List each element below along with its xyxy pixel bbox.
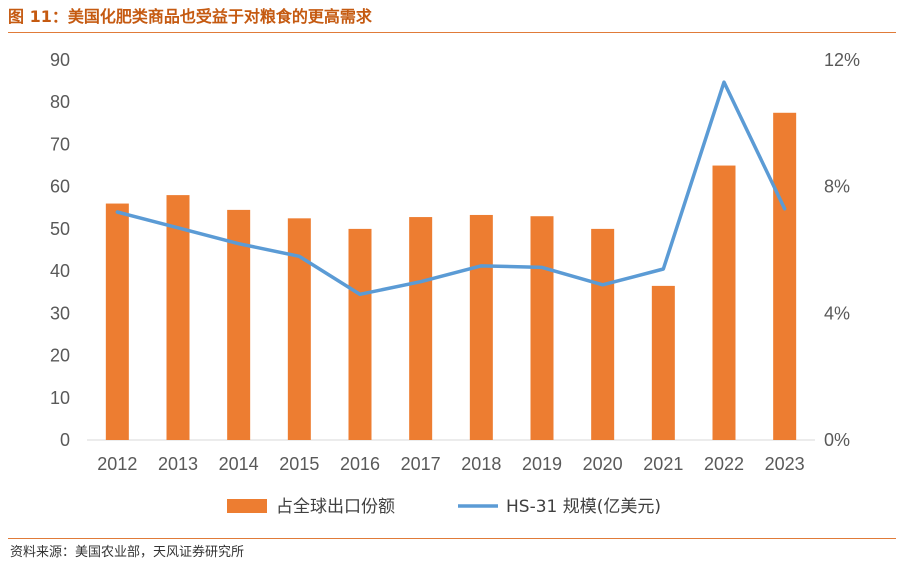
x-tick-label: 2014 <box>219 454 259 474</box>
x-tick-label: 2015 <box>279 454 319 474</box>
left-tick-label: 50 <box>50 219 70 239</box>
bar-2012 <box>105 203 129 440</box>
bar-2022 <box>712 165 736 441</box>
right-axis-ticks: 0% 4% 8% 12% <box>824 50 860 450</box>
bar-2015 <box>287 218 311 440</box>
bar-2019 <box>530 216 554 440</box>
x-tick-label: 2020 <box>583 454 623 474</box>
left-tick-label: 40 <box>50 261 70 281</box>
right-tick-label: 4% <box>824 303 850 323</box>
bar-2020 <box>591 228 615 440</box>
bar-2013 <box>166 195 190 440</box>
right-tick-label: 8% <box>824 177 850 197</box>
legend-bar-swatch <box>227 499 267 513</box>
left-tick-label: 10 <box>50 388 70 408</box>
x-tick-label: 2023 <box>765 454 805 474</box>
bar-2014 <box>227 209 251 440</box>
legend-line-label: HS-31 规模(亿美元) <box>506 497 661 517</box>
x-tick-label: 2016 <box>340 454 380 474</box>
left-tick-label: 20 <box>50 346 70 366</box>
left-tick-label: 80 <box>50 92 70 112</box>
bar-2023 <box>773 112 797 441</box>
x-tick-label: 2017 <box>401 454 441 474</box>
x-tick-label: 2013 <box>158 454 198 474</box>
bar-2017 <box>409 217 433 440</box>
left-tick-label: 30 <box>50 303 70 323</box>
x-tick-label: 2012 <box>97 454 137 474</box>
left-tick-label: 90 <box>50 50 70 70</box>
right-tick-label: 0% <box>824 430 850 450</box>
x-tick-label: 2021 <box>643 454 683 474</box>
source-note: 资料来源：美国农业部，天风证券研究所 <box>10 545 245 560</box>
left-tick-label: 70 <box>50 134 70 154</box>
bar-series <box>105 112 797 441</box>
legend-bar-label: 占全球出口份额 <box>276 497 395 517</box>
x-tick-label: 2022 <box>704 454 744 474</box>
bar-2016 <box>348 228 372 440</box>
line-series <box>115 80 787 297</box>
right-tick-label: 12% <box>824 50 860 70</box>
line-path <box>115 80 787 297</box>
bar-2021 <box>651 285 675 440</box>
left-tick-label: 60 <box>50 177 70 197</box>
source-rule <box>8 538 896 539</box>
x-tick-label: 2019 <box>522 454 562 474</box>
title-rule <box>8 32 896 33</box>
bar-2018 <box>469 214 493 440</box>
left-axis-ticks: 0 10 20 30 40 50 60 70 80 90 <box>50 50 70 450</box>
figure-title: 图 11：美国化肥类商品也受益于对粮食的更高需求 <box>8 7 372 26</box>
x-tick-label: 2018 <box>461 454 501 474</box>
left-tick-label: 0 <box>60 430 70 450</box>
legend: 占全球出口份额 HS-31 规模(亿美元) <box>227 497 661 517</box>
x-axis-ticks: 2012 2013 2014 2015 2016 2017 2018 2019 2020 2021… <box>97 454 804 474</box>
